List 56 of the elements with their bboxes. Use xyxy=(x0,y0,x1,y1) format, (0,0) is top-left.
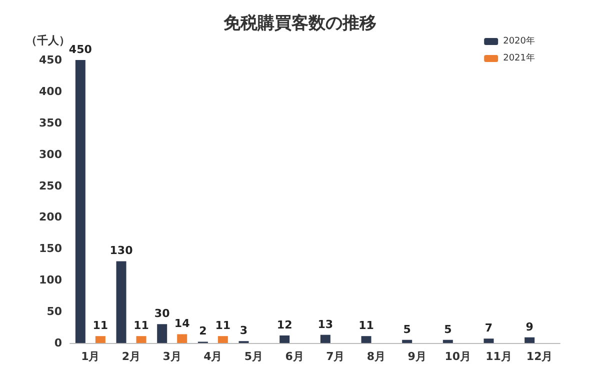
data-label: 7 xyxy=(484,322,493,335)
x-tick-label: 12月 xyxy=(526,350,553,363)
x-tick-label: 10月 xyxy=(444,350,472,363)
data-label: 14 xyxy=(174,317,190,330)
data-label: 11 xyxy=(215,319,231,332)
data-label: 11 xyxy=(134,319,149,332)
y-tick-label: 300 xyxy=(39,148,62,161)
data-label: 5 xyxy=(444,322,452,336)
y-tick-label: 200 xyxy=(39,210,62,224)
bar xyxy=(280,335,290,343)
data-label: 30 xyxy=(154,307,170,320)
data-label: 11 xyxy=(358,319,374,332)
x-tick-label: 11月 xyxy=(486,350,512,363)
legend-label: 2020年 xyxy=(503,36,535,46)
bar xyxy=(75,60,86,343)
y-tick-label: 100 xyxy=(39,274,62,287)
data-label: 130 xyxy=(110,244,134,258)
y-tick-label: 0 xyxy=(54,336,62,350)
y-tick-label: 400 xyxy=(39,84,62,98)
data-label: 11 xyxy=(92,319,108,332)
data-label: 450 xyxy=(68,43,92,56)
bar xyxy=(361,336,372,343)
data-label: 13 xyxy=(318,318,334,331)
y-axis-title: （千人） xyxy=(26,34,70,47)
bar xyxy=(116,261,126,343)
data-label: 12 xyxy=(276,318,292,332)
x-tick-label: 5月 xyxy=(244,350,264,363)
x-tick-label: 7月 xyxy=(326,350,345,363)
y-tick-label: 450 xyxy=(39,54,62,66)
bar xyxy=(177,334,188,343)
legend-label: 2021年 xyxy=(503,52,535,64)
bar xyxy=(157,324,168,343)
y-tick-label: 250 xyxy=(39,179,62,192)
bar xyxy=(218,336,228,343)
x-tick-label: 4月 xyxy=(204,350,222,363)
x-tick-label: 8月 xyxy=(366,350,386,363)
bar xyxy=(136,336,146,343)
chart-title: 免税購買客数の推移 xyxy=(222,14,376,34)
x-tick-label: 6月 xyxy=(285,350,304,363)
bar xyxy=(484,338,494,343)
x-tick-label: 1月 xyxy=(81,350,100,363)
bar xyxy=(402,340,412,343)
bar xyxy=(442,340,453,343)
data-label: 3 xyxy=(240,324,248,338)
bar xyxy=(320,334,330,343)
y-tick-label: 50 xyxy=(46,305,62,318)
y-tick-label: 350 xyxy=(39,116,62,130)
data-label: 2 xyxy=(199,324,207,338)
data-label: 9 xyxy=(526,320,534,334)
x-tick-label: 9月 xyxy=(408,350,426,363)
data-label: 5 xyxy=(403,322,411,336)
x-tick-label: 2月 xyxy=(122,350,141,363)
y-tick-label: 150 xyxy=(39,242,62,256)
bar xyxy=(524,337,535,343)
bar xyxy=(95,336,106,343)
x-tick-label: 3月 xyxy=(162,350,182,363)
